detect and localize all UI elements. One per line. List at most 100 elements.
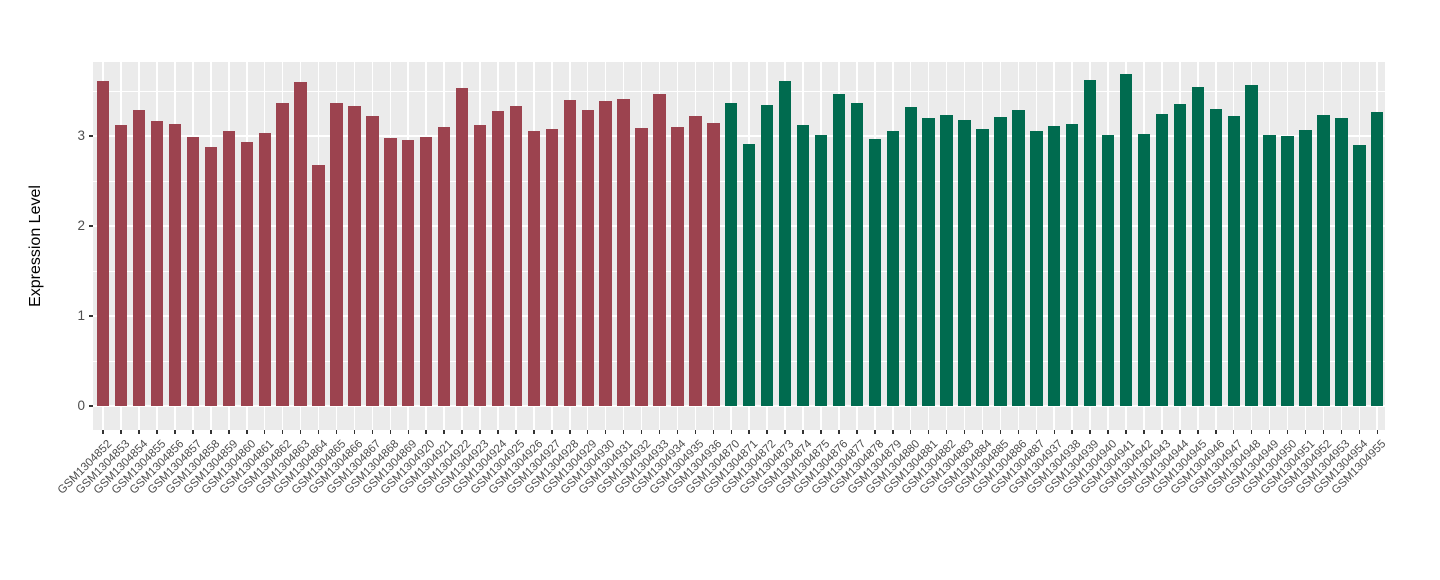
y-axis-title-text: Expression Level [27, 185, 44, 307]
x-tick-mark [317, 430, 320, 434]
x-tick-mark [353, 430, 356, 434]
x-tick-mark [210, 430, 212, 434]
x-tick-mark [874, 430, 876, 434]
bar [653, 93, 666, 406]
bar [886, 130, 899, 406]
bar [1083, 80, 1097, 406]
gridline-major [93, 135, 1385, 137]
x-tick-mark [102, 430, 104, 434]
x-tick-mark [1232, 430, 1235, 434]
bar [132, 109, 146, 406]
x-tick-mark [263, 430, 266, 434]
gridline-major [93, 225, 1385, 227]
bar [437, 127, 451, 406]
bar [689, 116, 702, 406]
x-tick-mark [658, 430, 661, 434]
bar [509, 106, 523, 406]
x-tick-mark [1035, 430, 1038, 434]
x-tick-mark [927, 430, 930, 434]
x-tick-mark [1304, 430, 1307, 434]
bar [1012, 109, 1025, 406]
bar [168, 124, 182, 406]
bar [994, 117, 1007, 406]
bar [743, 144, 756, 406]
x-tick-mark [676, 430, 679, 434]
bar [527, 130, 541, 406]
bar [635, 127, 648, 406]
bar [581, 109, 594, 406]
bar [922, 118, 935, 406]
bar [850, 102, 864, 406]
x-tick-mark [174, 430, 176, 434]
plot-panel [93, 62, 1385, 430]
x-tick-mark [497, 430, 499, 434]
bar [1335, 118, 1348, 406]
x-tick-mark [371, 430, 374, 434]
x-tick-mark [802, 430, 804, 434]
x-tick-mark [909, 430, 912, 434]
y-tick-mark [89, 225, 93, 227]
bar [1191, 87, 1204, 406]
bar [384, 137, 397, 406]
x-tick-mark [1268, 430, 1271, 434]
bar [222, 130, 235, 406]
bar [1317, 115, 1330, 406]
x-tick-mark [856, 430, 858, 434]
bar [976, 128, 989, 406]
x-tick-mark [299, 430, 302, 434]
y-tick-mark [89, 405, 93, 407]
bar [258, 133, 271, 406]
x-tick-mark [479, 430, 481, 434]
x-tick-mark [246, 430, 248, 434]
x-tick-mark [138, 430, 140, 434]
x-tick-mark [1250, 430, 1253, 434]
y-tick-label: 1 [77, 308, 85, 323]
y-tick-label: 3 [77, 128, 85, 143]
x-tick-mark [228, 430, 230, 434]
bar [760, 105, 774, 406]
x-tick-mark [156, 430, 158, 434]
bar [312, 164, 325, 406]
x-tick-mark [1089, 430, 1091, 434]
x-tick-mark [1161, 430, 1163, 434]
bar [1137, 134, 1151, 406]
x-tick-mark [963, 430, 966, 434]
bar [1263, 135, 1276, 406]
bar [1119, 73, 1133, 406]
x-tick-mark [999, 430, 1002, 434]
bar [186, 136, 200, 406]
x-tick-mark [694, 430, 697, 434]
x-tick-mark [838, 430, 840, 434]
x-tick-mark [533, 430, 535, 434]
bar [1066, 124, 1079, 406]
bar [204, 146, 218, 406]
x-tick-mark [604, 430, 607, 434]
bar [240, 142, 253, 406]
x-tick-mark [461, 430, 463, 434]
bar [796, 125, 810, 406]
x-tick-mark [1286, 430, 1289, 434]
bar [868, 138, 881, 406]
gridline-minor [93, 91, 1385, 92]
bar [491, 110, 505, 406]
gridline-minor [93, 361, 1385, 362]
x-tick-mark [1143, 430, 1145, 434]
bar [1245, 84, 1258, 406]
bar [958, 119, 971, 406]
x-tick-mark [335, 430, 338, 434]
bar [1030, 130, 1043, 406]
gridline-major [93, 405, 1385, 407]
bar [814, 135, 828, 406]
x-tick-mark [820, 430, 822, 434]
bar [97, 81, 110, 406]
x-tick-mark [281, 430, 284, 434]
x-tick-mark [1107, 430, 1109, 434]
bar [563, 100, 576, 406]
bar [1155, 114, 1169, 406]
x-tick-mark [1215, 430, 1217, 434]
x-tick-mark [515, 430, 517, 434]
x-tick-mark [407, 430, 409, 434]
x-tick-mark [784, 430, 786, 434]
x-tick-mark [425, 430, 427, 434]
x-tick-mark [892, 430, 894, 434]
